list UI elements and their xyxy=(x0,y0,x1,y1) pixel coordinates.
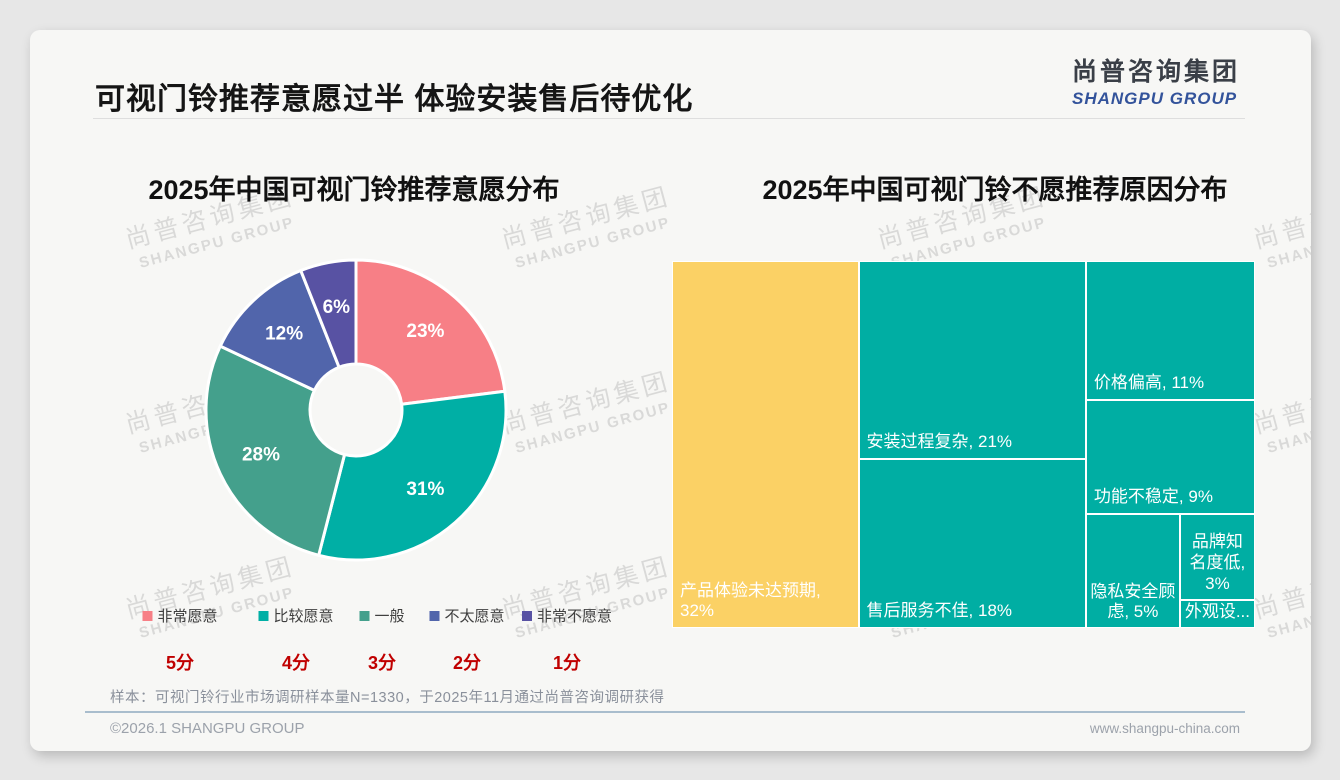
header-divider xyxy=(93,118,1245,119)
sample-note: 样本：可视门铃行业市场调研样本量N=1330，于2025年11月通过尚普咨询调研… xyxy=(110,690,665,706)
treemap-chart: 产品体验未达预期, 32% 安装过程复杂, 21% 售后服务不佳, 18% 价格偏高,… xyxy=(672,261,1255,628)
treemap-cell: 隐私安全顾虑, 5% xyxy=(1085,514,1180,628)
legend-swatch xyxy=(521,611,532,621)
donut-chart: 23% 31% 28% 12% 6% xyxy=(204,258,508,562)
donut-data-label: 12% xyxy=(265,323,303,344)
legend-item: 不太愿意 xyxy=(429,605,505,626)
treemap-cell-label: 隐私安全顾虑, 5% xyxy=(1090,581,1176,622)
legend-column: 非常不愿意 1分 xyxy=(521,605,613,675)
legend-swatch xyxy=(142,611,153,621)
legend-label: 不太愿意 xyxy=(444,608,505,625)
legend-swatch xyxy=(359,611,370,621)
legend-label: 非常不愿意 xyxy=(536,608,613,625)
legend-score: 5分 xyxy=(165,653,195,673)
donut-slice-3 xyxy=(204,344,347,557)
donut-slice-1 xyxy=(354,258,507,406)
donut-data-label: 28% xyxy=(242,445,280,466)
legend-column: 一般 3分 xyxy=(359,605,405,675)
website-link[interactable]: www.shangpu-china.com xyxy=(1089,721,1240,736)
treemap-cell: 价格偏高, 11% xyxy=(1085,261,1255,401)
treemap-cell-label: 售后服务不佳, 18% xyxy=(866,601,1013,621)
treemap-cell-label: 功能不稳定, 9% xyxy=(1093,487,1213,507)
donut-slice-5 xyxy=(299,258,358,369)
legend-item: 非常不愿意 xyxy=(521,605,613,626)
treemap-cell: 功能不稳定, 9% xyxy=(1085,400,1255,515)
treemap-cell-label: 安装过程复杂, 21% xyxy=(866,431,1013,451)
treemap-cell: 外观设... xyxy=(1179,599,1255,628)
legend-score: 4分 xyxy=(281,653,311,673)
legend-score: 2分 xyxy=(452,653,482,673)
footer-divider xyxy=(85,711,1245,713)
logo-english-name: SHANGPU GROUP xyxy=(1071,89,1238,108)
legend-item: 非常愿意 xyxy=(142,605,218,626)
legend-label: 一般 xyxy=(374,608,405,625)
donut-slice-2 xyxy=(317,389,508,562)
treemap-cell-label: 产品体验未达预期, 32% xyxy=(680,580,821,621)
donut-data-label: 6% xyxy=(323,297,351,318)
logo-chinese-name: 尚普咨询集团 xyxy=(1071,58,1240,86)
treemap-cell: 品牌知名度低, 3% xyxy=(1179,514,1255,600)
legend-swatch xyxy=(258,611,269,621)
treemap-cell-label: 价格偏高, 11% xyxy=(1093,373,1205,393)
treemap-cell-label: 外观设... xyxy=(1184,602,1250,622)
treemap-chart-title: 2025年中国可视门铃不愿推荐原因分布 xyxy=(762,175,1228,205)
legend-column: 不太愿意 2分 xyxy=(429,605,505,675)
donut-chart-title: 2025年中国可视门铃推荐意愿分布 xyxy=(148,175,560,205)
donut-data-label: 31% xyxy=(406,479,444,500)
legend-swatch xyxy=(429,611,440,621)
legend-column: 非常愿意 5分 xyxy=(142,605,218,675)
treemap-cell: 售后服务不佳, 18% xyxy=(858,458,1086,628)
legend-item: 比较愿意 xyxy=(258,605,334,626)
legend-item: 一般 xyxy=(359,605,405,626)
treemap-cell: 产品体验未达预期, 32% xyxy=(672,261,859,628)
legend-score: 3分 xyxy=(367,653,397,673)
company-logo: 尚普咨询集团 SHANGPU GROUP xyxy=(1072,52,1240,109)
treemap-cell: 安装过程复杂, 21% xyxy=(858,261,1086,459)
donut-slice-4 xyxy=(218,269,341,392)
treemap-cell-label: 品牌知名度低, 3% xyxy=(1189,532,1246,593)
slide: 尚普咨询集团 SHANGPU GROUP 尚普咨询集团 SHANGPU GROUP 尚普… xyxy=(30,30,1311,751)
legend-label: 非常愿意 xyxy=(157,608,218,625)
copyright-text: ©2026.1 SHANGPU GROUP xyxy=(110,720,305,737)
slide-title: 可视门铃推荐意愿过半 体验安装售后待优化 xyxy=(95,83,694,116)
legend-score: 1分 xyxy=(552,653,582,673)
donut-data-label: 23% xyxy=(406,321,444,342)
legend-column: 比较愿意 4分 xyxy=(258,605,334,675)
legend-label: 比较愿意 xyxy=(273,608,334,625)
